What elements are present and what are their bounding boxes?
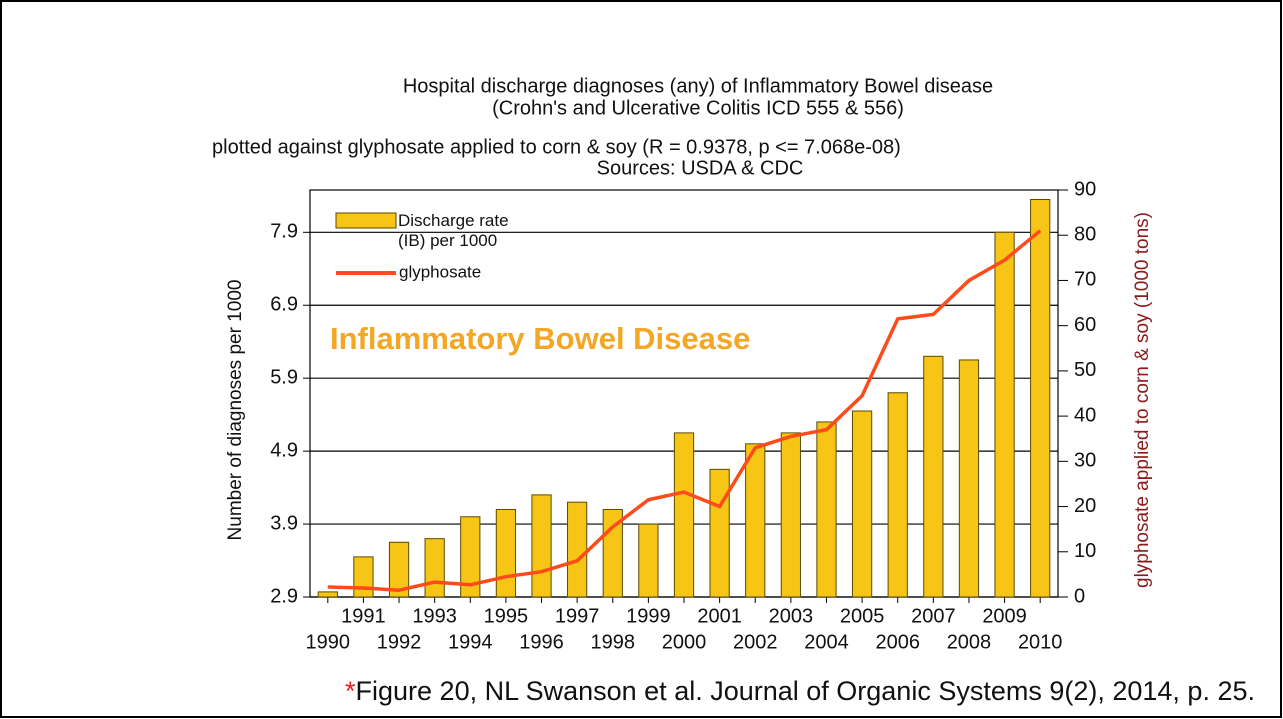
x-tick-label: 2003 <box>769 605 814 627</box>
y2-tick-label: 30 <box>1074 450 1096 472</box>
x-tick-label: 2004 <box>804 631 849 653</box>
x-tick-label: 1991 <box>341 605 386 627</box>
bar <box>317 591 338 598</box>
y-tick-label: 3.9 <box>270 512 298 534</box>
y2-tick-label: 20 <box>1074 495 1096 517</box>
y-tick-label: 4.9 <box>270 439 298 461</box>
bar <box>567 501 588 598</box>
bar <box>887 392 908 598</box>
bar <box>673 432 695 598</box>
y-tick-label: 6.9 <box>270 294 298 316</box>
chart-title: (Crohn's and Ulcerative Colitis ICD 555 … <box>492 97 904 119</box>
legend-label: Discharge rate (IB) per 1000 <box>398 211 509 250</box>
y2-tick-label: 0 <box>1074 585 1085 607</box>
bar <box>851 410 873 598</box>
x-tick-label: 2001 <box>697 605 742 627</box>
bar <box>460 516 481 598</box>
bar <box>531 494 552 598</box>
bar <box>745 443 766 598</box>
y2-tick-label: 40 <box>1074 404 1096 426</box>
bar <box>994 231 1015 598</box>
y2-tick-label: 60 <box>1074 314 1096 336</box>
y2-tick-label: 80 <box>1074 224 1096 246</box>
x-tick-label: 1994 <box>448 631 493 653</box>
x-tick-label: 1997 <box>555 605 600 627</box>
x-tick-label: 1995 <box>484 605 529 627</box>
bar <box>495 508 517 598</box>
y2-tick-label: 70 <box>1074 269 1096 291</box>
legend-swatch <box>335 212 397 229</box>
y-tick-label: 2.9 <box>270 585 298 607</box>
bar <box>424 538 445 598</box>
x-tick-label: 1993 <box>412 605 457 627</box>
x-tick-label: 1996 <box>519 631 564 653</box>
y2-tick-label: 90 <box>1074 178 1096 200</box>
y2-tick-label: 50 <box>1074 359 1096 381</box>
bar <box>709 468 730 598</box>
y-tick-label: 5.9 <box>270 366 298 388</box>
legend-label: glyphosate <box>399 262 481 281</box>
x-tick-label: 2002 <box>733 631 778 653</box>
source-text: Figure 20, NL Swanson et al. Journal of … <box>356 676 1255 706</box>
line <box>327 229 1042 592</box>
source: *Figure 20, NL Swanson et al. Journal of… <box>345 676 1255 706</box>
y-tick-label: 7.9 <box>270 221 298 243</box>
x-tick-label: 2007 <box>911 605 956 627</box>
bar <box>353 556 374 598</box>
x-tick-label: 2009 <box>982 605 1027 627</box>
x-tick-label: 1998 <box>591 631 636 653</box>
chart-title: Hospital discharge diagnoses (any) of In… <box>403 75 993 97</box>
bar <box>780 432 801 598</box>
chart-subtitle: plotted against glyphosate applied to co… <box>212 136 901 158</box>
bar <box>816 421 837 598</box>
y-axis-label: Number of diagnoses per 1000 <box>225 280 246 541</box>
x-tick-label: 2000 <box>662 631 707 653</box>
x-tick-label: 2008 <box>947 631 992 653</box>
x-tick-label: 1992 <box>377 631 422 653</box>
bar <box>388 541 410 598</box>
x-tick-label: 1990 <box>306 631 351 653</box>
x-tick-label: 2006 <box>875 631 920 653</box>
chart-subtitle: Sources: USDA & CDC <box>597 157 804 179</box>
bar <box>1030 198 1051 598</box>
x-tick-label: 2010 <box>1018 631 1063 653</box>
x-tick-label: 2005 <box>840 605 885 627</box>
bar <box>638 523 659 598</box>
source-marker: * <box>345 676 356 706</box>
x-tick-label: 1999 <box>626 605 671 627</box>
bar <box>958 359 980 598</box>
y2-axis-label: glyphosate applied to corn & soy (1000 t… <box>1132 212 1153 588</box>
y2-tick-label: 10 <box>1074 540 1096 562</box>
annotation: Inflammatory Bowel Disease <box>330 321 750 356</box>
bar <box>923 355 944 598</box>
